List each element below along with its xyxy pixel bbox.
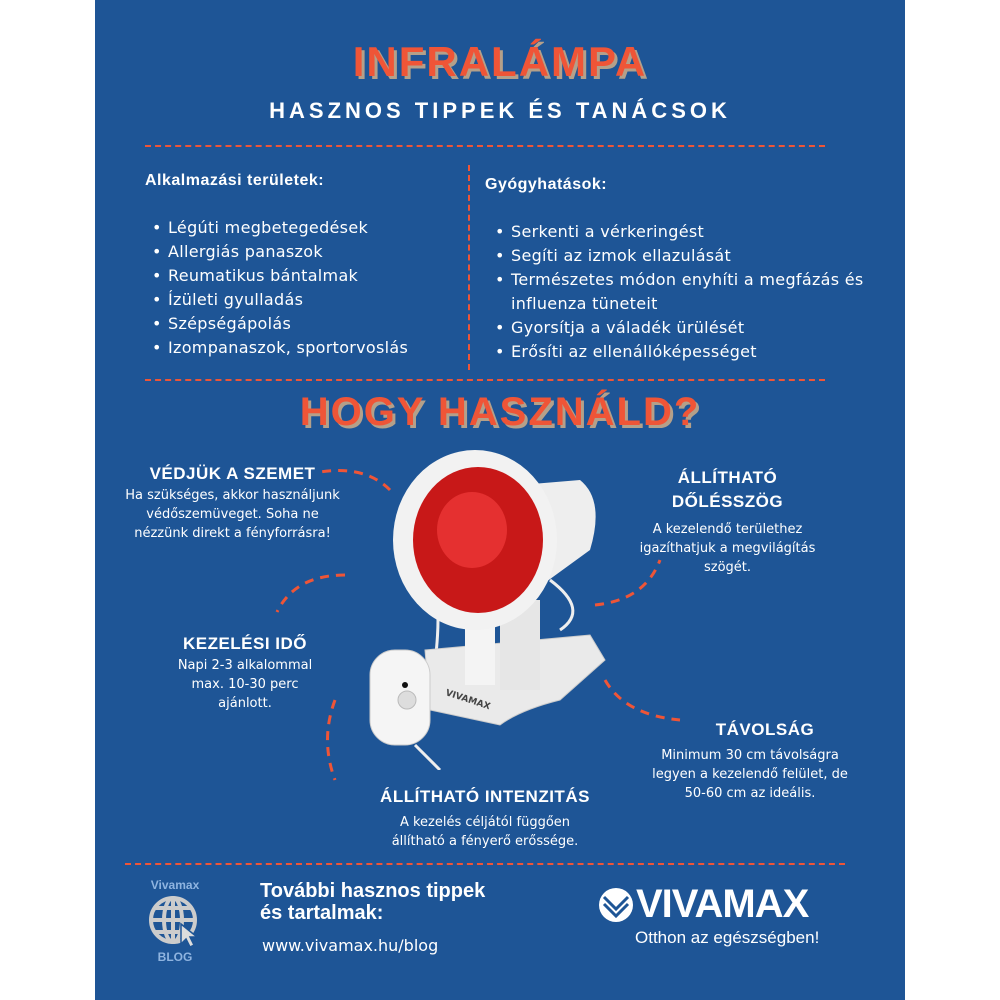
arrow-eyes <box>319 468 392 492</box>
brand-name: VIVAMAX <box>636 882 809 926</box>
tip-text: A kezelendő területhez igazíthatjuk a me… <box>639 522 816 575</box>
globe-cursor-icon <box>149 896 200 948</box>
brand-slogan: Otthon az egészségben! <box>635 928 820 947</box>
blog-label-top: Vivamax <box>150 878 200 892</box>
vivamax-logo-icon <box>599 887 633 922</box>
list-item: Ízületi gyulladás <box>150 288 450 312</box>
list-item: Izompanaszok, sportorvoslás <box>150 336 450 360</box>
list-item: Légúti megbetegedések <box>150 216 450 240</box>
tip-heading: TÁVOLSÁG <box>715 720 815 739</box>
tip-text: Minimum 30 cm távolságra legyen a kezele… <box>652 748 848 801</box>
arrows <box>275 468 681 781</box>
tip-distance: TÁVOLSÁG Minimum 30 cm távolságra legyen… <box>645 718 855 803</box>
arrow-intensity <box>326 699 337 781</box>
tip-text: A kezelés céljától függően állítható a f… <box>391 815 579 849</box>
divider <box>125 863 845 865</box>
blog-cta: További hasznos tippek és tartalmak: <box>260 880 486 924</box>
tip-eyes: VÉDJÜK A SZEMET Ha szükséges, akkor hasz… <box>125 462 340 543</box>
applications-heading: Alkalmazási területek: <box>145 172 325 189</box>
list-item: Gyorsítja a váladék ürülését <box>493 316 873 340</box>
infographic-poster: INFRALÁMPA HASZNOS TIPPEK ÉS TANÁCSOK Al… <box>95 0 905 1000</box>
tip-time: KEZELÉSI IDŐ Napi 2-3 alkalommal max. 10… <box>145 632 345 713</box>
list-item: Reumatikus bántalmak <box>150 264 450 288</box>
infrared-lamp-image: VIVAMAX <box>369 450 606 770</box>
tip-text: Napi 2-3 alkalommal max. 10-30 perc aján… <box>177 658 313 711</box>
subtitle: HASZNOS TIPPEK ÉS TANÁCSOK <box>269 98 731 123</box>
list-item: Segíti az izmok ellazulását <box>493 244 873 268</box>
applications-list: Légúti megbetegedések Allergiás panaszok… <box>150 216 450 360</box>
divider <box>145 379 825 381</box>
list-item: Erősíti az ellenállóképességet <box>493 340 873 364</box>
list-item: Allergiás panaszok <box>150 240 450 264</box>
effects-heading: Gyógyhatások: <box>485 176 608 193</box>
column-divider <box>468 165 470 370</box>
blog-badge[interactable]: Vivamax BLOG <box>135 878 215 964</box>
vivamax-logo[interactable]: VIVAMAX <box>598 882 809 927</box>
tip-angle: ÁLLÍTHATÓ DŐLÉSSZÖG A kezelendő területh… <box>635 466 820 577</box>
main-title: INFRALÁMPA <box>352 38 648 85</box>
arrow-time <box>275 573 346 613</box>
list-item: Szépségápolás <box>150 312 450 336</box>
usage-title: HOGY HASZNÁLD? <box>299 390 701 434</box>
tip-intensity: ÁLLÍTHATÓ INTENZITÁS A kezelés céljától … <box>365 785 605 851</box>
list-item: Természetes módon enyhíti a megfázás és … <box>493 268 873 316</box>
tip-heading: VÉDJÜK A SZEMET <box>149 464 316 483</box>
tip-heading: ÁLLÍTHATÓ INTENZITÁS <box>380 787 590 806</box>
arrow-distance <box>603 679 681 722</box>
blog-label-bottom: BLOG <box>157 950 193 964</box>
divider <box>145 145 825 147</box>
blog-link[interactable]: www.vivamax.hu/blog <box>262 936 439 955</box>
tip-text: Ha szükséges, akkor használjunk védőszem… <box>125 488 340 541</box>
effects-list: Serkenti a vérkeringést Segíti az izmok … <box>493 220 873 364</box>
tip-heading: KEZELÉSI IDŐ <box>182 634 308 653</box>
tip-heading: ÁLLÍTHATÓ DŐLÉSSZÖG <box>671 468 784 511</box>
list-item: Serkenti a vérkeringést <box>493 220 873 244</box>
